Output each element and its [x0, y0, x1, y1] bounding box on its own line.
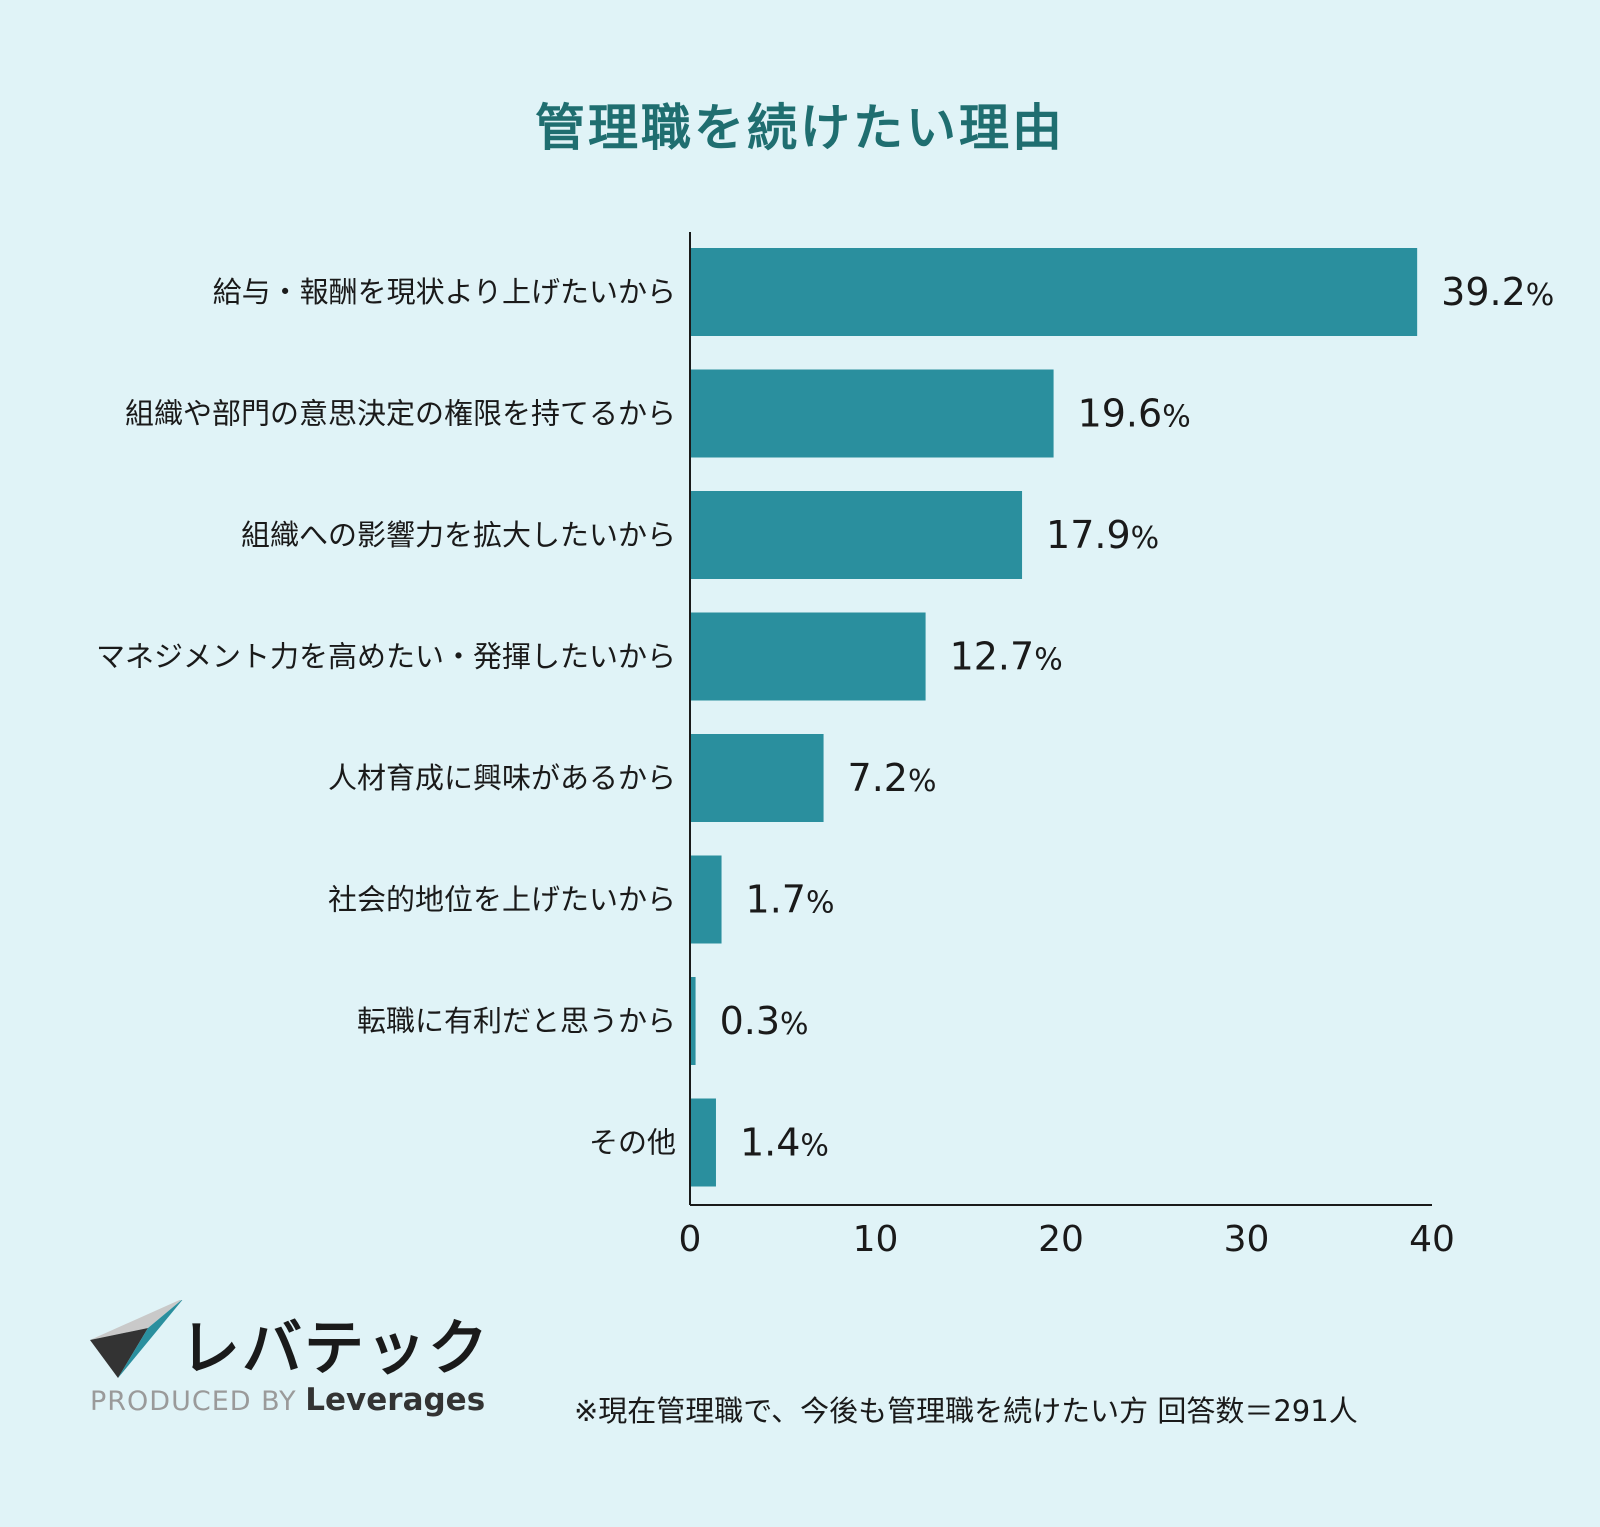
category-label: 人材育成に興味があるから [328, 761, 676, 795]
value-label: 0.3% [720, 999, 809, 1043]
produced-by-prefix: PRODUCED BY [90, 1386, 297, 1417]
bar [690, 369, 1054, 458]
value-label: 1.7% [746, 878, 835, 922]
x-tick-label: 0 [679, 1219, 702, 1260]
category-label: その他 [589, 1126, 676, 1160]
footnote: ※現在管理職で、今後も管理職を続けたい方 回答数＝291人 [574, 1394, 1358, 1428]
category-label: マネジメント力を高めたい・発揮したいから [96, 640, 676, 674]
category-label: 組織への影響力を拡大したいから [241, 518, 676, 552]
bar [690, 855, 722, 944]
bar-chart: 給与・報酬を現状より上げたいから 39.2% 組織や部門の意思決定の権限を持てるから… [96, 232, 1554, 1260]
value-label: 1.4% [740, 1121, 829, 1165]
value-label: 19.6% [1078, 392, 1191, 436]
bar [690, 491, 1023, 579]
levtech-logo-mark-icon [90, 1300, 183, 1378]
category-label: 社会的地位を上げたいから [328, 883, 676, 917]
value-label: 39.2% [1441, 270, 1554, 314]
x-tick-label: 10 [853, 1219, 899, 1260]
produced-by: PRODUCED BY Leverages [90, 1382, 485, 1418]
bar [690, 248, 1418, 336]
category-label: 給与・報酬を現状より上げたいから [213, 275, 676, 309]
category-label: 組織や部門の意思決定の権限を持てるから [125, 397, 676, 431]
x-tick-label: 40 [1409, 1219, 1455, 1260]
logo-wordmark: レバテック [180, 1314, 490, 1384]
x-tick-label: 30 [1224, 1219, 1270, 1260]
levtech-logo: レバテック PRODUCED BY Leverages [88, 1300, 488, 1430]
value-label: 7.2% [848, 756, 937, 800]
category-label: 転職に有利だと思うから [357, 1004, 676, 1038]
bar [690, 1098, 716, 1187]
bar [690, 612, 926, 701]
x-tick-label: 20 [1038, 1219, 1084, 1260]
value-label: 12.7% [950, 635, 1063, 679]
bar [690, 734, 824, 822]
chart-title: 管理職を続けたい理由 [535, 99, 1065, 157]
produced-by-brand: Leverages [305, 1382, 486, 1418]
value-label: 17.9% [1046, 513, 1159, 557]
bar [690, 977, 696, 1065]
